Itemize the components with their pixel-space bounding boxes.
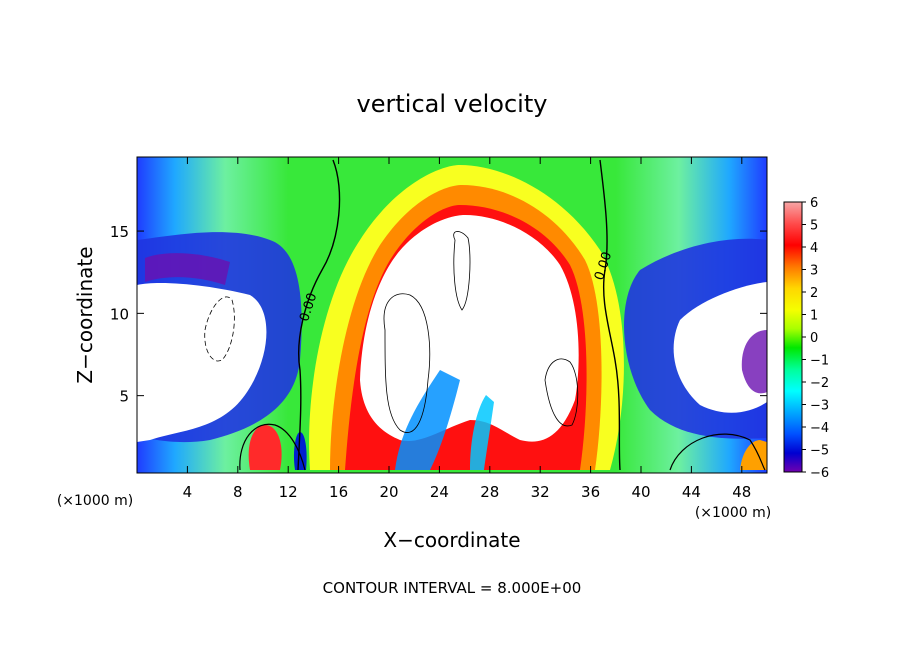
colorbar-tick-label: −6 [810, 466, 829, 481]
colorbar-ticks: 6 5 4 3 2 1 0 −1 −2 −3 −4 −5 −6 [802, 196, 829, 481]
y-axis-label: Z−coordinate [73, 246, 97, 383]
colorbar-tick-label: −3 [810, 399, 829, 414]
colorbar-tick-label: −2 [810, 376, 829, 391]
colorbar-tick-label: 2 [810, 286, 818, 301]
colorbar-tick-label: 3 [810, 264, 818, 279]
plot-frame [136, 156, 768, 474]
x-tick-label: 48 [732, 483, 751, 501]
y-tick-label: 5 [119, 388, 129, 406]
x-unit-label-right: (×1000 m) [695, 505, 771, 521]
colorbar-tick-label: 0 [810, 331, 818, 346]
x-tick-label: 12 [279, 483, 298, 501]
x-axis-ticks: 4 8 12 16 20 24 28 32 36 40 44 48 [183, 157, 751, 501]
colorbar-tick-label: 4 [810, 241, 818, 256]
colorbar-tick-label: 6 [810, 196, 818, 211]
contour-field [137, 157, 767, 473]
y-tick-label: 10 [110, 305, 129, 323]
y-axis-ticks: 5 10 15 [110, 223, 767, 406]
colorbar [783, 201, 803, 473]
chart-title: vertical velocity [357, 90, 548, 118]
y-tick-label: 15 [110, 223, 129, 241]
x-tick-label: 28 [480, 483, 499, 501]
x-unit-label-left: (×1000 m) [57, 493, 133, 509]
x-tick-label: 40 [631, 483, 650, 501]
colorbar-tick-label: 1 [810, 309, 818, 324]
contour-interval-note: CONTOUR INTERVAL = 8.000E+00 [323, 579, 582, 597]
colorbar-tick-label: −4 [810, 421, 829, 436]
x-tick-label: 4 [183, 483, 193, 501]
x-tick-label: 44 [682, 483, 701, 501]
colorbar-tick-label: 5 [810, 219, 818, 234]
colorbar-tick-label: −1 [810, 354, 829, 369]
x-tick-label: 24 [430, 483, 449, 501]
x-tick-label: 32 [531, 483, 550, 501]
x-tick-label: 20 [379, 483, 398, 501]
x-tick-label: 16 [329, 483, 348, 501]
x-tick-label: 36 [581, 483, 600, 501]
x-tick-label: 8 [233, 483, 243, 501]
x-axis-label: X−coordinate [383, 528, 520, 552]
colorbar-tick-label: −5 [810, 444, 829, 459]
